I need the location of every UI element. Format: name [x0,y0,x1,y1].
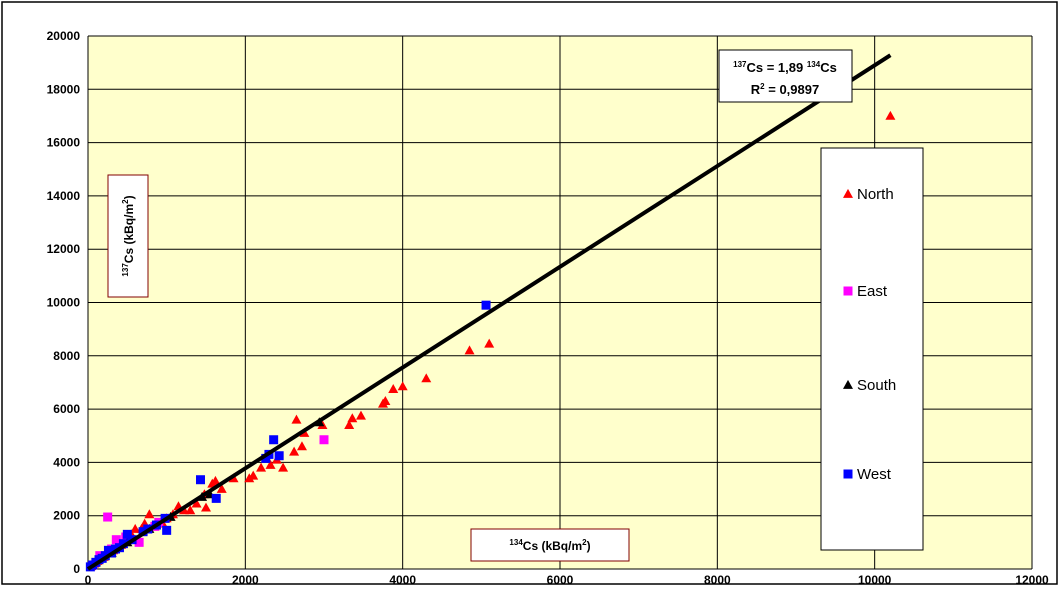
y-tick-label: 16000 [47,136,81,150]
y-axis-isotope: 137 [121,263,130,277]
trendline-equation-box: 137Cs = 1,89 134Cs R2 = 0,9897 [718,49,853,103]
data-point-north [421,373,432,383]
legend: North East South West [820,147,924,551]
data-point-west [162,525,172,535]
y-tick-label: 12000 [47,242,81,256]
data-point-north [296,441,307,451]
equation-lhs: Cs = 1,89 [747,60,807,75]
data-point-north [291,414,302,424]
data-point-north [347,413,358,423]
y-axis-label-text: Cs (kBq/m [122,204,136,263]
r2-value: = 0,9897 [765,82,820,97]
y-tick-label: 6000 [53,402,80,416]
x-axis-title: 134Cs (kBq/m2) [470,528,630,562]
x-axis-unit-superscript: 2 [582,538,587,547]
x-tick-label: 10000 [858,573,892,587]
data-point-east [111,535,121,545]
data-point-north [388,383,399,393]
y-tick-label: 18000 [47,82,81,96]
equation-box-frame [718,49,853,103]
y-axis-label-close: ) [122,195,136,199]
y-tick-label: 4000 [53,455,80,469]
y-tick-label: 10000 [47,296,81,310]
x-axis-title-frame [470,528,630,562]
data-point-north [216,483,227,493]
y-tick-label: 2000 [53,509,80,523]
data-point-north [144,509,155,519]
x-tick-label: 0 [85,573,92,587]
y-tick-label: 20000 [47,29,81,43]
data-point-north [185,505,196,515]
trendline [86,53,892,571]
data-point-north [484,338,495,348]
data-point-north [201,502,211,512]
legend-label-north: North [857,186,894,203]
x-tick-label: 12000 [1015,573,1049,587]
data-point-north [265,459,276,469]
data-point-west [103,545,113,555]
y-axis-unit-superscript: 2 [121,199,130,204]
x-tick-label: 4000 [389,573,416,587]
data-point-north [464,345,475,355]
data-point-north [278,462,289,472]
x-axis-label-close: ) [587,539,591,553]
legend-marker-south [843,379,853,389]
data-point-west [274,451,284,461]
x-tick-label: 8000 [704,573,731,587]
data-point-west [269,435,279,445]
data-point-north [397,381,408,391]
data-point-north [244,473,255,483]
legend-marker-east [843,286,853,296]
x-axis-label-text: Cs (kBq/m [523,539,582,553]
x-axis-tick-labels: 0 2000 4000 6000 8000 10000 12000 [85,573,1049,587]
trendline-equation: 137Cs = 1,89 134Cs [733,60,837,75]
data-point-north [344,419,355,429]
equation-isotope-x: 134 [807,60,821,69]
legend-marker-north [843,188,853,198]
y-tick-label: 0 [73,562,80,576]
equation-isotope-y: 137 [733,60,747,69]
data-point-north [355,410,366,420]
y-axis-title: 137Cs (kBq/m2) [107,174,149,298]
x-axis-isotope: 134 [509,538,523,547]
trendline-r-squared: R2 = 0,9897 [751,82,819,97]
equation-rhs: Cs [820,60,837,75]
y-axis-title-frame [107,174,149,298]
data-point-north [378,398,388,408]
x-tick-label: 6000 [547,573,574,587]
y-axis-label: 137Cs (kBq/m2) [121,195,136,276]
data-point-west [481,300,491,310]
data-point-north [256,462,267,472]
data-point-north [191,498,202,508]
x-axis-label: 134Cs (kBq/m2) [509,538,590,553]
legend-label-south: South [857,377,896,394]
data-point-west [122,529,132,539]
y-axis-tick-labels: 0 2000 4000 6000 8000 10000 12000 14000 16000 180… [47,29,81,576]
r2-superscript: 2 [760,82,765,91]
y-tick-label: 14000 [47,189,81,203]
legend-label-west: West [857,466,892,483]
data-point-east [319,435,329,445]
data-point-west [195,475,205,485]
legend-marker-west [843,469,853,479]
data-point-north [207,478,218,488]
legend-label-east: East [857,283,888,300]
data-point-north [885,110,896,120]
data-point-east [103,512,113,522]
data-point-north [130,523,141,533]
y-tick-label: 8000 [53,349,80,363]
legend-frame [820,147,924,551]
r2-symbol: R [751,82,761,97]
x-tick-label: 2000 [232,573,259,587]
data-point-west [261,453,271,463]
data-point-west [211,493,221,503]
data-point-north [289,446,300,456]
data-point-east [134,537,144,547]
